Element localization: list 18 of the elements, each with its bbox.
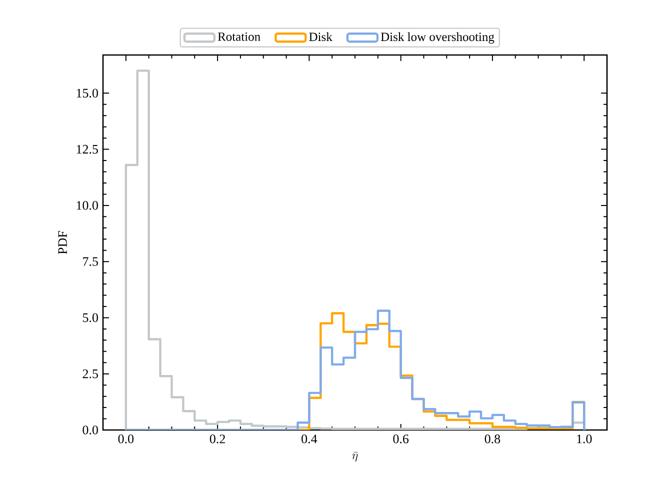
x-tick-label: 0.2 xyxy=(210,434,225,444)
x-axis-title: $\bar{\eta}$ xyxy=(352,452,358,462)
y-tick-label: 7.5 xyxy=(83,257,98,266)
x-tick-label: 1.0 xyxy=(577,434,592,444)
y-tick-label: 12.5 xyxy=(76,144,98,154)
x-tick-label: 0.4 xyxy=(302,434,318,444)
x-tick-label: 0.6 xyxy=(393,434,409,444)
y-tick-label: 15.0 xyxy=(76,88,98,98)
y-tick-label: 2.5 xyxy=(82,369,98,378)
y-tick-label: 5.0 xyxy=(82,313,98,322)
legend-label: Rotation xyxy=(218,32,260,41)
y-tick-label: 10.0 xyxy=(76,201,98,210)
legend-label: Disk low overshooting xyxy=(380,32,494,44)
y-axis-title: PDF xyxy=(58,231,67,254)
legend-label: Disk xyxy=(309,32,332,42)
x-tick-label: 0.0 xyxy=(118,434,134,444)
x-tick-label: 0.8 xyxy=(484,434,500,444)
y-tick-label: 0.0 xyxy=(82,426,98,434)
